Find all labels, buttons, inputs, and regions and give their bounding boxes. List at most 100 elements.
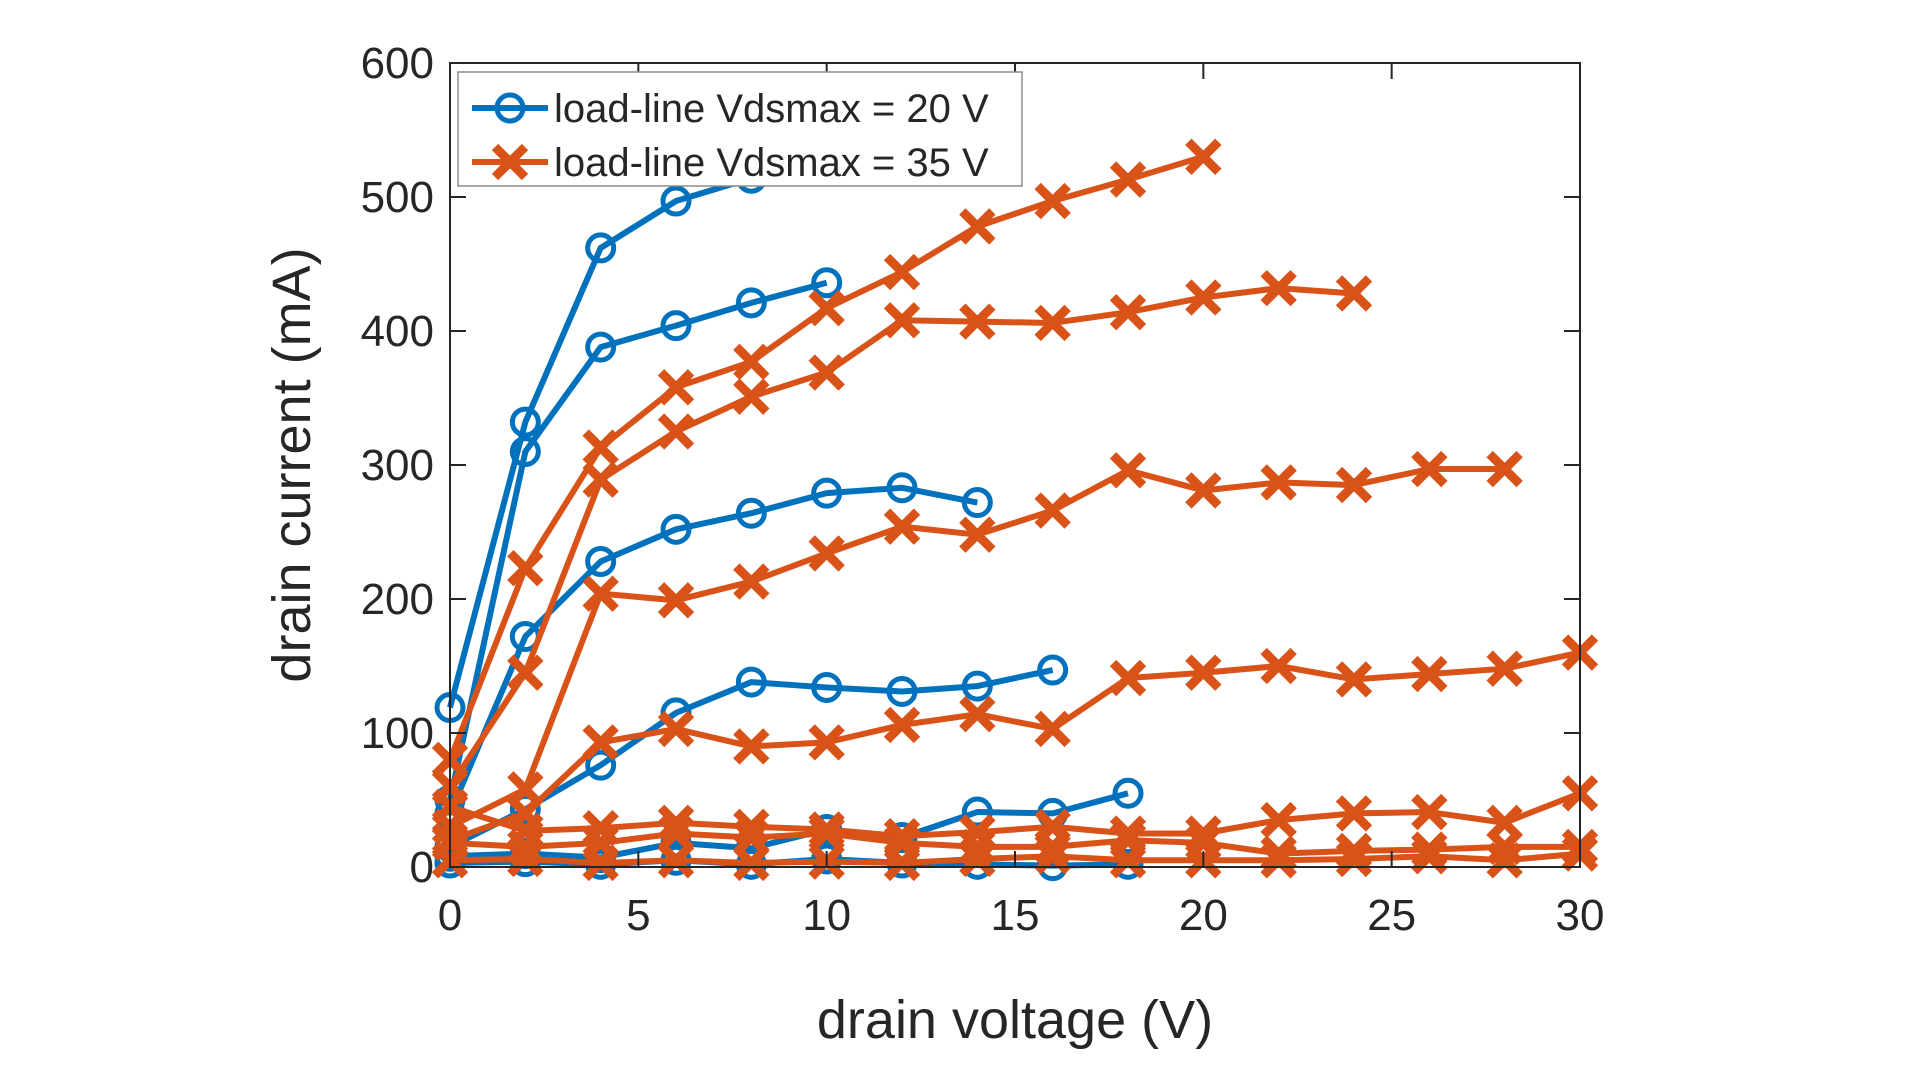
data-point-x-marker: [1109, 452, 1147, 489]
data-point-circle-marker: [494, 92, 526, 124]
data-point-x-marker: [1034, 182, 1071, 220]
data-point-circle-marker: [585, 749, 617, 781]
data-point-x-marker: [1335, 661, 1373, 698]
data-point-x-marker: [657, 582, 695, 619]
data-point-x-marker: [808, 724, 845, 761]
legend-label: load-line Vdsmax = 20 V: [554, 87, 989, 131]
data-point-x-marker: [1109, 842, 1147, 879]
series-line: [447, 175, 753, 709]
data-point-x-marker: [733, 563, 770, 600]
data-point-x-marker: [1185, 138, 1222, 175]
series-line: [449, 790, 1582, 840]
data-point-x-marker: [959, 303, 996, 340]
data-point-x-marker: [1260, 835, 1297, 872]
x-tick-label: 5: [626, 891, 650, 940]
data-point-x-marker: [1335, 795, 1373, 832]
data-point-x-marker: [1486, 450, 1523, 488]
data-point-x-marker: [1109, 294, 1147, 331]
data-point-x-marker: [883, 844, 921, 882]
data-point-x-marker: [959, 840, 996, 878]
data-point-x-marker: [1260, 842, 1297, 879]
series-Vdsmax20-curve2: [434, 267, 843, 816]
data-point-x-marker: [582, 429, 619, 466]
series-line: [449, 830, 1580, 857]
data-point-x-marker: [1260, 464, 1297, 501]
series-Vdsmax35-curve4: [431, 634, 1599, 859]
data-point-x-marker: [883, 508, 921, 545]
data-point-circle-marker: [811, 267, 843, 299]
series-Vdsmax35-curve2: [431, 269, 1373, 805]
data-point-x-marker: [733, 343, 770, 381]
data-point-circle-marker: [509, 793, 541, 825]
data-point-x-marker: [1034, 492, 1071, 529]
data-point-circle-marker: [585, 232, 617, 264]
data-point-x-marker: [1335, 275, 1373, 312]
data-point-x-marker: [1335, 466, 1373, 504]
series-line: [448, 649, 1581, 844]
x-tick-label: 25: [1367, 891, 1416, 940]
data-point-x-marker: [657, 413, 695, 450]
data-point-x-marker: [883, 253, 921, 291]
series-line: [447, 279, 828, 801]
data-point-x-marker: [1335, 840, 1373, 878]
data-point-x-marker: [808, 354, 845, 391]
data-point-x-marker: [733, 844, 770, 882]
series-line: [448, 667, 1054, 850]
x-tick-label: 0: [438, 891, 462, 940]
data-point-circle-marker: [886, 472, 918, 504]
data-point-x-marker: [733, 378, 770, 415]
data-point-x-marker: [657, 815, 695, 852]
data-point-circle-marker: [660, 513, 692, 545]
x-tick-label: 15: [991, 891, 1040, 940]
y-axis-label: drain current (mA): [262, 247, 322, 682]
data-point-circle-marker: [811, 671, 843, 703]
data-point-circle-marker: [961, 670, 993, 702]
data-point-x-marker: [507, 840, 544, 878]
series-line: [447, 153, 1205, 761]
data-point-x-marker: [1034, 710, 1071, 748]
data-point-circle-marker: [886, 675, 918, 707]
legend-box: [457, 71, 1023, 187]
data-point-circle-marker: [961, 796, 993, 828]
data-point-circle-marker: [660, 185, 692, 217]
data-point-x-marker: [808, 815, 845, 852]
data-point-circle-marker: [1112, 848, 1144, 880]
data-point-x-marker: [491, 143, 529, 181]
legend-entry-0: load-line Vdsmax = 20 V: [472, 87, 989, 131]
x-tick-label: 30: [1556, 891, 1605, 940]
data-point-circle-marker: [509, 436, 541, 468]
y-tick-label: 300: [361, 441, 434, 490]
data-point-x-marker: [1411, 450, 1448, 488]
x-axis-label: drain voltage (V): [817, 990, 1213, 1050]
legend-entry-1: load-line Vdsmax = 35 V: [472, 141, 989, 185]
data-point-x-marker: [883, 302, 921, 339]
series-line: [449, 790, 1129, 861]
data-point-circle-marker: [735, 287, 767, 319]
data-point-circle-marker: [1112, 777, 1144, 809]
y-tick-label: 100: [361, 709, 434, 758]
data-point-x-marker: [582, 724, 619, 761]
data-point-circle-marker: [660, 310, 692, 342]
data-point-circle-marker: [1037, 654, 1069, 686]
data-point-circle-marker: [509, 406, 541, 438]
data-point-x-marker: [582, 844, 619, 882]
y-tick-label: 200: [361, 575, 434, 624]
data-point-x-marker: [1034, 304, 1071, 342]
x-tick-label: 10: [802, 891, 851, 940]
data-point-x-marker: [733, 728, 770, 765]
series-Vdsmax35-curve3: [431, 450, 1523, 845]
data-point-x-marker: [582, 575, 619, 612]
data-point-circle-marker: [811, 477, 843, 509]
data-point-x-marker: [657, 369, 695, 406]
data-point-x-marker: [808, 535, 845, 572]
data-point-x-marker: [959, 208, 996, 245]
data-point-x-marker: [1185, 654, 1222, 691]
data-point-x-marker: [1185, 279, 1222, 316]
data-point-x-marker: [959, 696, 996, 733]
data-point-circle-marker: [735, 497, 767, 529]
data-point-x-marker: [1185, 472, 1222, 509]
data-point-x-marker: [1260, 647, 1297, 685]
